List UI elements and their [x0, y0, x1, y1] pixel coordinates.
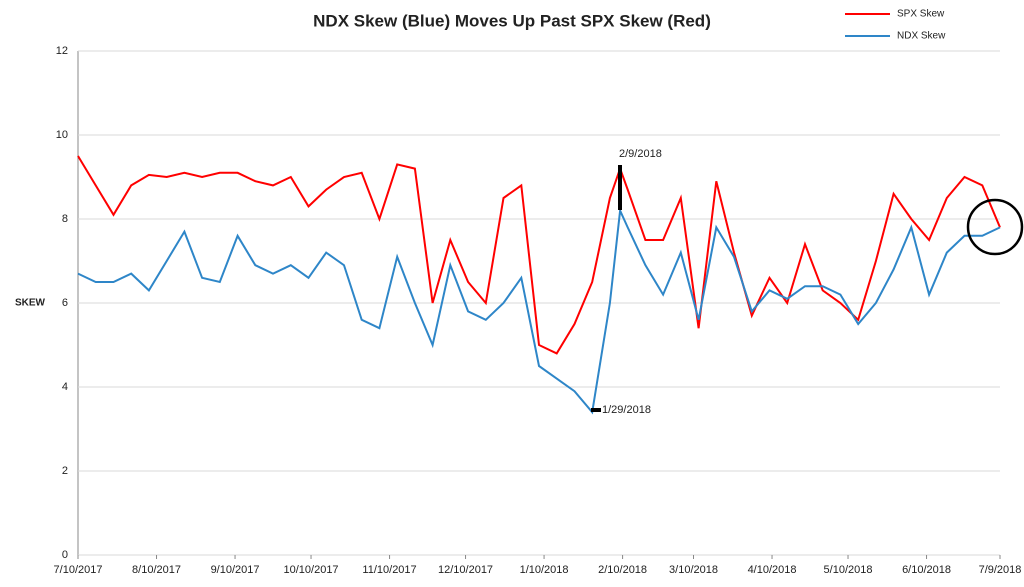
y-tick-label: 4: [62, 381, 68, 393]
x-tick-label: 3/10/2018: [669, 564, 718, 576]
x-tick-label: 7/9/2018: [979, 564, 1022, 576]
x-tick-label: 7/10/2017: [54, 564, 103, 576]
x-tick-label: 6/10/2018: [902, 564, 951, 576]
chart-title: NDX Skew (Blue) Moves Up Past SPX Skew (…: [313, 11, 711, 30]
series-line: [77, 206, 1001, 415]
y-axis-label: SKEW: [15, 298, 46, 309]
y-tick-label: 10: [56, 129, 68, 141]
y-tick-label: 12: [56, 45, 68, 57]
x-tick-label: 12/10/2017: [438, 564, 493, 576]
x-tick-label: 1/10/2018: [520, 564, 569, 576]
x-tick-label: 2/10/2018: [598, 564, 647, 576]
legend-label: SPX Skew: [897, 9, 945, 20]
x-tick-label: 11/10/2017: [362, 564, 416, 576]
annotation: 1/29/2018: [602, 404, 651, 416]
x-tick-label: 4/10/2018: [748, 564, 797, 576]
y-tick-label: 0: [62, 549, 68, 561]
y-tick-label: 8: [62, 213, 68, 225]
legend-label: NDX Skew: [897, 31, 946, 42]
y-tick-label: 2: [62, 465, 68, 477]
x-tick-label: 10/10/2017: [284, 564, 339, 576]
x-tick-label: 5/10/2018: [824, 564, 873, 576]
x-tick-label: 8/10/2017: [132, 564, 181, 576]
x-tick-label: 9/10/2017: [211, 564, 260, 576]
highlight-circle: [966, 198, 1024, 256]
y-tick-label: 6: [62, 297, 68, 309]
annotation: 2/9/2018: [619, 148, 662, 160]
series-line: [77, 155, 1001, 355]
